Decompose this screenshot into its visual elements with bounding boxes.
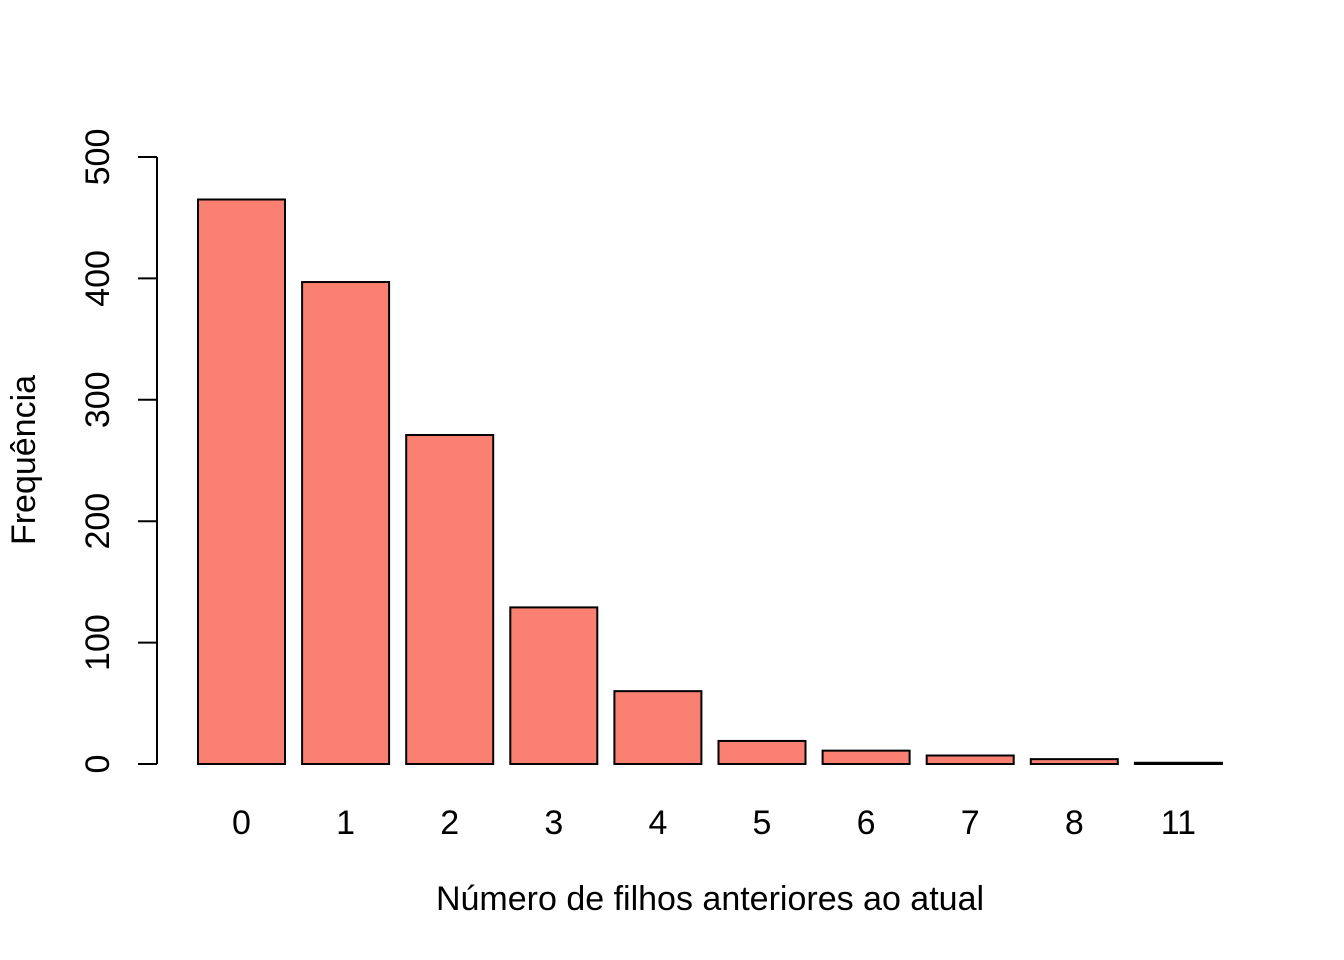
- x-tick-label-6: 6: [857, 804, 876, 842]
- x-tick-label-8: 8: [1065, 804, 1084, 842]
- bar-2: [405, 434, 495, 765]
- x-tick-label-7: 7: [961, 804, 980, 842]
- y-tick-label-0: 0: [79, 755, 117, 774]
- bar-6: [821, 749, 911, 765]
- x-tick-labels: 0 1 2 3 4 5 6 7 8 11: [232, 804, 1196, 842]
- x-tick-label-3: 3: [544, 804, 563, 842]
- x-tick-label-4: 4: [648, 804, 667, 842]
- y-axis: 0 100 200 300 400 500: [79, 129, 158, 774]
- x-tick-label-5: 5: [753, 804, 772, 842]
- bar-5: [717, 739, 807, 766]
- x-tick-label-11: 11: [1161, 804, 1196, 842]
- x-tick-label-0: 0: [232, 804, 251, 842]
- x-tick-label-1: 1: [336, 804, 355, 842]
- x-tick-label-2: 2: [440, 804, 459, 842]
- bars: [197, 198, 1223, 766]
- x-axis-title: Número de filhos anteriores ao atual: [436, 880, 984, 918]
- bar-4: [613, 690, 703, 765]
- bar-1: [301, 281, 391, 765]
- bar-11: [1133, 761, 1223, 766]
- y-tick-label-300: 300: [79, 371, 117, 428]
- y-tick-label-200: 200: [79, 493, 117, 550]
- y-tick-label-500: 500: [79, 129, 117, 186]
- y-tick-label-400: 400: [79, 250, 117, 307]
- bar-3: [509, 606, 599, 765]
- bar-7: [925, 754, 1015, 766]
- y-tick-label-100: 100: [79, 614, 117, 671]
- bar-0: [197, 198, 286, 766]
- bar-8: [1029, 758, 1119, 765]
- y-axis-title: Frequência: [5, 375, 43, 545]
